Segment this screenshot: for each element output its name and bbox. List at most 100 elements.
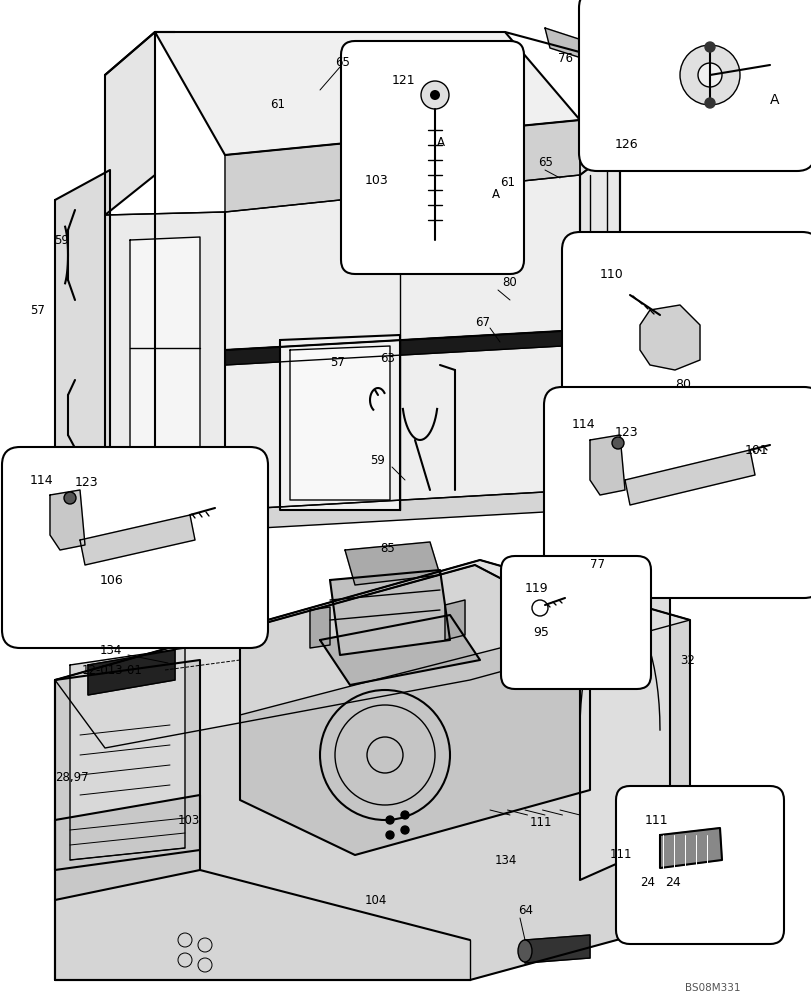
- Circle shape: [64, 492, 76, 504]
- Text: 76: 76: [557, 51, 573, 64]
- Text: 126: 126: [614, 138, 637, 151]
- Polygon shape: [70, 648, 185, 860]
- Text: 77: 77: [590, 558, 604, 572]
- Polygon shape: [240, 565, 590, 715]
- FancyBboxPatch shape: [500, 556, 650, 689]
- Polygon shape: [579, 145, 620, 490]
- Circle shape: [401, 811, 409, 819]
- Polygon shape: [55, 660, 200, 870]
- Polygon shape: [155, 32, 579, 155]
- Polygon shape: [80, 515, 195, 565]
- Text: 123: 123: [75, 476, 98, 488]
- Text: A: A: [491, 188, 500, 202]
- Text: 114: 114: [571, 418, 595, 432]
- Text: 57: 57: [30, 304, 45, 316]
- Text: A: A: [436, 135, 444, 148]
- Text: 24: 24: [639, 876, 654, 888]
- Circle shape: [430, 90, 440, 100]
- Polygon shape: [320, 615, 479, 685]
- Circle shape: [704, 42, 714, 52]
- Text: 57: 57: [329, 356, 345, 368]
- Polygon shape: [290, 346, 389, 500]
- Circle shape: [697, 63, 721, 87]
- Circle shape: [385, 831, 393, 839]
- Text: 106: 106: [100, 574, 123, 586]
- Text: 80: 80: [501, 276, 516, 290]
- Text: 110: 110: [599, 268, 623, 282]
- FancyBboxPatch shape: [578, 0, 811, 171]
- Ellipse shape: [517, 940, 531, 962]
- Polygon shape: [225, 120, 579, 212]
- FancyBboxPatch shape: [341, 41, 523, 274]
- Text: 101: 101: [744, 444, 768, 456]
- Text: 85: 85: [380, 542, 394, 554]
- Text: 134: 134: [100, 644, 122, 656]
- Circle shape: [629, 553, 653, 577]
- Polygon shape: [579, 450, 669, 880]
- Polygon shape: [88, 650, 175, 695]
- Polygon shape: [659, 828, 721, 868]
- Text: 67: 67: [474, 316, 489, 328]
- Polygon shape: [620, 848, 644, 877]
- Polygon shape: [55, 560, 689, 980]
- Text: 121: 121: [392, 74, 415, 87]
- Text: 59: 59: [370, 454, 384, 466]
- Polygon shape: [280, 335, 400, 510]
- Text: A: A: [769, 93, 779, 107]
- Polygon shape: [240, 565, 590, 855]
- Polygon shape: [624, 450, 754, 505]
- Polygon shape: [329, 570, 449, 655]
- Circle shape: [401, 826, 409, 834]
- Text: 95: 95: [532, 626, 548, 639]
- Text: 111: 111: [530, 816, 551, 828]
- Text: 63: 63: [380, 352, 394, 364]
- Text: 61: 61: [270, 99, 285, 111]
- Polygon shape: [544, 28, 634, 75]
- Text: 119: 119: [525, 582, 548, 594]
- FancyBboxPatch shape: [561, 232, 811, 413]
- Circle shape: [385, 816, 393, 824]
- Text: 134: 134: [495, 854, 517, 866]
- Polygon shape: [225, 330, 579, 365]
- Polygon shape: [310, 607, 329, 648]
- Polygon shape: [105, 32, 155, 215]
- Text: 103: 103: [178, 814, 200, 826]
- Polygon shape: [345, 542, 440, 585]
- Text: 61: 61: [500, 176, 514, 188]
- Polygon shape: [590, 435, 624, 495]
- Polygon shape: [50, 490, 85, 550]
- Text: 59: 59: [54, 233, 69, 246]
- Polygon shape: [579, 80, 620, 175]
- FancyBboxPatch shape: [2, 447, 268, 648]
- Polygon shape: [639, 305, 699, 370]
- FancyBboxPatch shape: [616, 786, 783, 944]
- FancyBboxPatch shape: [543, 387, 811, 598]
- Polygon shape: [105, 212, 225, 510]
- Polygon shape: [55, 560, 689, 748]
- Polygon shape: [444, 600, 465, 640]
- Polygon shape: [525, 935, 590, 963]
- Text: 80: 80: [674, 378, 690, 391]
- Circle shape: [611, 437, 623, 449]
- Text: 123: 123: [614, 426, 637, 438]
- Text: 114: 114: [30, 474, 54, 487]
- Text: 111: 111: [609, 848, 632, 861]
- Text: 65: 65: [335, 55, 350, 68]
- Text: 12-013-01: 12-013-01: [82, 664, 143, 676]
- Text: 103: 103: [365, 174, 388, 186]
- Circle shape: [704, 98, 714, 108]
- Polygon shape: [55, 795, 200, 900]
- Circle shape: [420, 81, 448, 109]
- Text: 111: 111: [644, 814, 667, 826]
- Polygon shape: [55, 170, 109, 490]
- Text: 24: 24: [664, 876, 680, 888]
- Polygon shape: [225, 175, 579, 510]
- Text: 28,97: 28,97: [55, 772, 88, 784]
- Text: 32: 32: [679, 654, 694, 666]
- Text: 64: 64: [517, 904, 532, 916]
- Text: 104: 104: [365, 894, 387, 906]
- Polygon shape: [105, 455, 620, 530]
- Text: BS08M331: BS08M331: [684, 983, 740, 993]
- Polygon shape: [611, 530, 672, 608]
- Text: 65: 65: [538, 155, 552, 168]
